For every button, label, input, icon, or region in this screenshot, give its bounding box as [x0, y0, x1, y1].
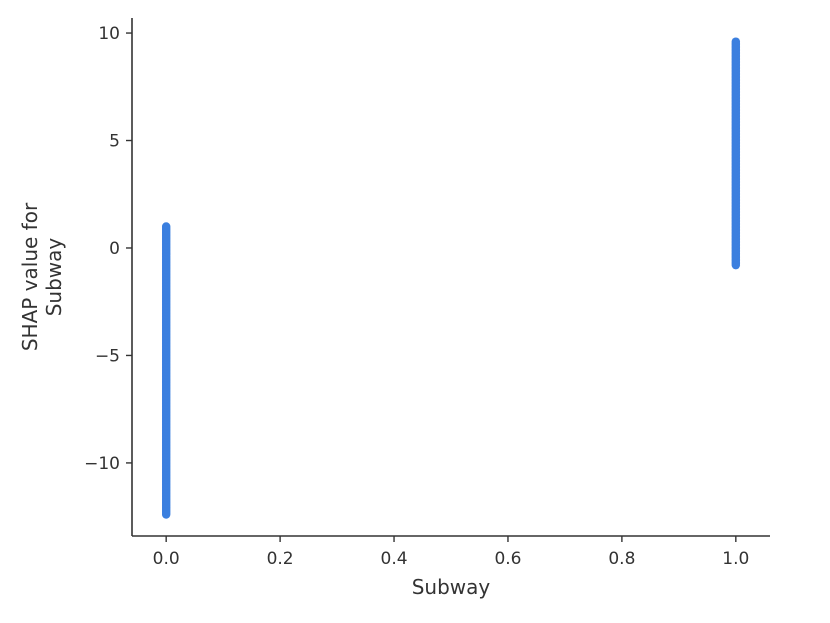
point-column-0 [161, 222, 171, 519]
y-tick-label: 10 [98, 24, 120, 44]
x-tick-label: 0.8 [608, 549, 635, 569]
y-axis-label-line-1: SHAP value for [18, 202, 42, 351]
x-tick-label: 0.2 [267, 549, 294, 569]
y-tick-label: 5 [109, 132, 120, 152]
x-tick-label: 0.4 [381, 549, 408, 569]
points-layer [161, 37, 741, 519]
x-tick-label: 0.0 [153, 549, 180, 569]
x-tick-label: 1.0 [722, 549, 749, 569]
data-point [731, 260, 741, 270]
y-tick-label: −10 [84, 454, 120, 474]
y-tick-label: −5 [95, 346, 120, 366]
point-column-1 [731, 37, 741, 270]
ticks-layer: 10 5 0 −5 −10 0.0 0.2 0.4 0.6 0.8 1.0 [84, 24, 749, 569]
y-axis-label-line-2: Subway [42, 238, 66, 317]
data-point [161, 510, 171, 519]
y-tick-label: 0 [109, 239, 120, 259]
x-tick-label: 0.6 [494, 549, 521, 569]
x-axis-label: Subway [412, 575, 491, 599]
